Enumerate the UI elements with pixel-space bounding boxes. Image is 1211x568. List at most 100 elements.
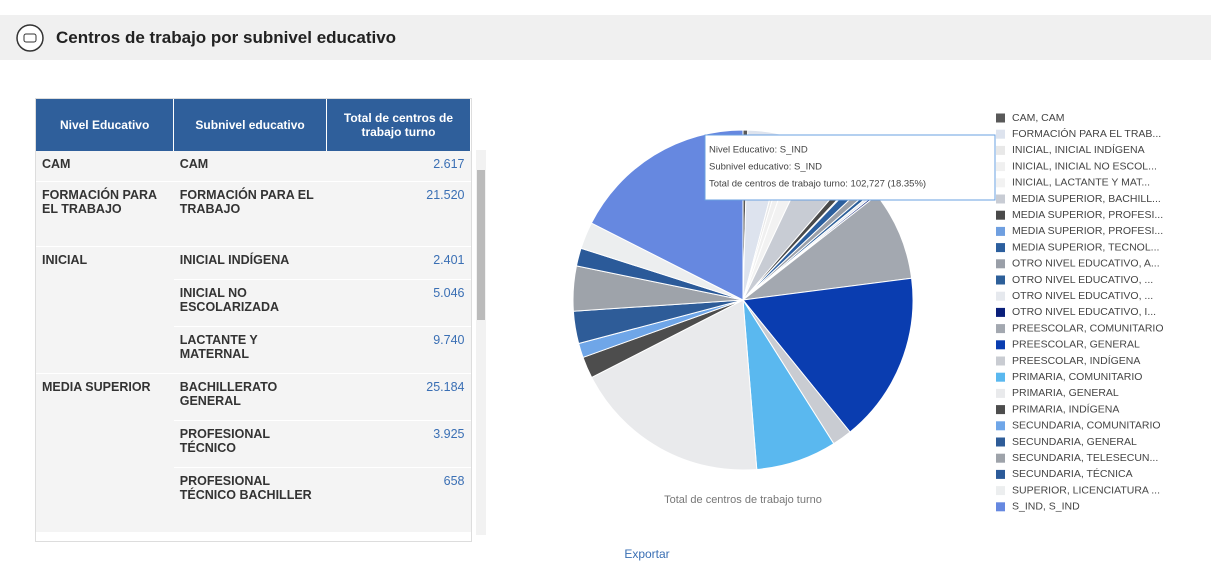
table-row: CAM CAM 2.617 — [36, 151, 471, 182]
total-cell: 2.401 — [326, 246, 471, 280]
subnivel-cell: BACHILLERATO GENERAL — [173, 373, 327, 421]
legend-swatch — [996, 340, 1005, 350]
legend-swatch — [996, 502, 1005, 512]
legend-swatch — [996, 178, 1005, 188]
column-header: Subnivel educativo — [173, 99, 327, 151]
legend-swatch — [996, 162, 1005, 172]
legend-label: OTRO NIVEL EDUCATIVO, I... — [1012, 306, 1156, 318]
legend-label: PRIMARIA, COMUNITARIO — [1012, 371, 1142, 383]
pie-label: Total de centros de trabajo turno — [664, 494, 822, 506]
legend-swatch — [996, 356, 1005, 366]
legend-swatch — [996, 113, 1005, 123]
table-row: PROFESIONAL TÉCNICO BACHILLER 658 — [36, 467, 471, 533]
legend-label: PRIMARIA, GENERAL — [1012, 387, 1119, 399]
tooltip — [704, 134, 996, 201]
title: Centros de trabajo por subnivel educativ… — [56, 28, 397, 47]
legend-swatch — [996, 194, 1005, 204]
legend-label: MEDIA SUPERIOR, TECNOL... — [1012, 241, 1159, 253]
legend-swatch — [996, 291, 1005, 301]
legend-label: FORMACIÓN PARA EL TRAB... — [1012, 127, 1161, 140]
table-row: INICIAL NO ESCOLARIZADA 5.046 — [36, 279, 471, 327]
nivel-cell: FORMACIÓN PARA EL TRABAJO — [36, 181, 174, 247]
legend-label: S_IND, S_IND — [1012, 501, 1080, 513]
legend-swatch — [996, 469, 1005, 479]
tooltip-line: Nivel Educativo: S_IND — [709, 145, 808, 156]
legend-label: PREESCOLAR, INDÍGENA — [1012, 354, 1140, 367]
total-cell: 3.925 — [326, 420, 471, 468]
legend-label: PRIMARIA, INDÍGENA — [1012, 402, 1119, 415]
nivel-cell: INICIAL — [36, 246, 174, 374]
legend-swatch — [996, 307, 1005, 317]
export-link[interactable]: Exportar — [624, 547, 669, 561]
tooltip-line: Total de centros de trabajo turno: 102,7… — [709, 179, 926, 190]
legend-swatch — [996, 129, 1005, 139]
legend-swatch — [996, 226, 1005, 236]
scrollbar[interactable] — [476, 150, 486, 535]
column-header: Nivel Educativo — [36, 99, 175, 151]
table-row: MEDIA SUPERIOR BACHILLERATO GENERAL 25.184 — [36, 373, 471, 533]
legend-label: SECUNDARIA, TÉCNICA — [1012, 467, 1133, 480]
total-cell: 9.740 — [326, 326, 471, 374]
subnivel-cell: CAM — [173, 151, 327, 182]
legend-label: SUPERIOR, LICENCIATURA ... — [1012, 484, 1160, 496]
subnivel-cell: INICIAL NO ESCOLARIZADA — [173, 279, 327, 327]
legend-label: INICIAL, INICIAL NO ESCOL... — [1012, 160, 1157, 172]
legend-label: OTRO NIVEL EDUCATIVO, A... — [1012, 258, 1160, 270]
subnivel-cell: PROFESIONAL TÉCNICO BACHILLER — [173, 467, 327, 533]
subnivel-cell: LACTANTE Y MATERNAL — [173, 326, 327, 374]
data-table: Nivel Educativo Subnivel educativo Total d… — [36, 99, 471, 533]
legend-label: CAM, CAM — [1012, 112, 1065, 124]
legend-swatch — [996, 405, 1005, 415]
legend-label: MEDIA SUPERIOR, PROFESI... — [1012, 209, 1163, 221]
table-row: LACTANTE Y MATERNAL 9.740 — [36, 326, 471, 374]
legend-swatch — [996, 145, 1005, 155]
nivel-cell: MEDIA SUPERIOR — [36, 373, 174, 533]
subnivel-cell: INICIAL INDÍGENA — [173, 246, 327, 280]
legend-swatch — [996, 372, 1005, 382]
header-row: Nivel Educativo Subnivel educativo Total d… — [36, 99, 471, 151]
tooltip-line: Subnivel educativo: S_IND — [709, 162, 822, 173]
total-cell: 25.184 — [326, 373, 471, 421]
table-row: INICIAL INICIAL INDÍGENA 2.401 — [36, 246, 471, 374]
total-cell: 21.520 — [326, 181, 471, 247]
icon — [16, 24, 44, 52]
legend-label: INICIAL, INICIAL INDÍGENA — [1012, 143, 1145, 156]
legend-swatch — [996, 421, 1005, 431]
legend-label: MEDIA SUPERIOR, BACHILL... — [1012, 193, 1161, 205]
legend-label: SECUNDARIA, COMUNITARIO — [1012, 420, 1161, 432]
legend-swatch — [996, 210, 1005, 220]
legend-swatch — [996, 243, 1005, 253]
total-cell: 5.046 — [326, 279, 471, 327]
subnivel-cell: FORMACIÓN PARA EL TRABAJO — [173, 181, 327, 247]
legend-label: OTRO NIVEL EDUCATIVO, ... — [1012, 290, 1153, 302]
total-cell: 2.617 — [326, 151, 471, 182]
scroll-thumb[interactable] — [477, 170, 485, 320]
legend-swatch — [996, 486, 1005, 496]
legend-swatch — [996, 453, 1005, 463]
legend-label: OTRO NIVEL EDUCATIVO, ... — [1012, 274, 1153, 286]
table-row: FORMACIÓN PARA EL TRABAJO FORMACIÓN PARA … — [36, 181, 471, 247]
table-row: PROFESIONAL TÉCNICO 3.925 — [36, 420, 471, 468]
legend-swatch — [996, 259, 1005, 269]
total-cell: 658 — [326, 467, 471, 533]
legend-label: SECUNDARIA, GENERAL — [1012, 436, 1137, 448]
pie-slice — [590, 299, 758, 471]
subnivel-cell: PROFESIONAL TÉCNICO — [173, 420, 327, 468]
pie-slice — [742, 277, 914, 433]
legend-swatch — [996, 388, 1005, 398]
legend-label: PREESCOLAR, COMUNITARIO — [1012, 322, 1164, 334]
legend-swatch — [996, 275, 1005, 285]
header: Centros de trabajo por subnivel educativ… — [0, 15, 1211, 60]
legend-label: MEDIA SUPERIOR, PROFESI... — [1012, 225, 1163, 237]
legend-label: SECUNDARIA, TELESECUN... — [1012, 452, 1158, 464]
icon-shape — [23, 33, 37, 43]
column-header: Total de centros de trabajo turno — [326, 99, 471, 151]
nivel-cell: CAM — [36, 151, 174, 182]
legend-swatch — [996, 437, 1005, 447]
table: Nivel Educativo Subnivel educativo Total d… — [35, 98, 472, 542]
legend-label: PREESCOLAR, GENERAL — [1012, 339, 1140, 351]
legend-label: INICIAL, LACTANTE Y MAT... — [1012, 177, 1150, 189]
legend-swatch — [996, 324, 1005, 334]
